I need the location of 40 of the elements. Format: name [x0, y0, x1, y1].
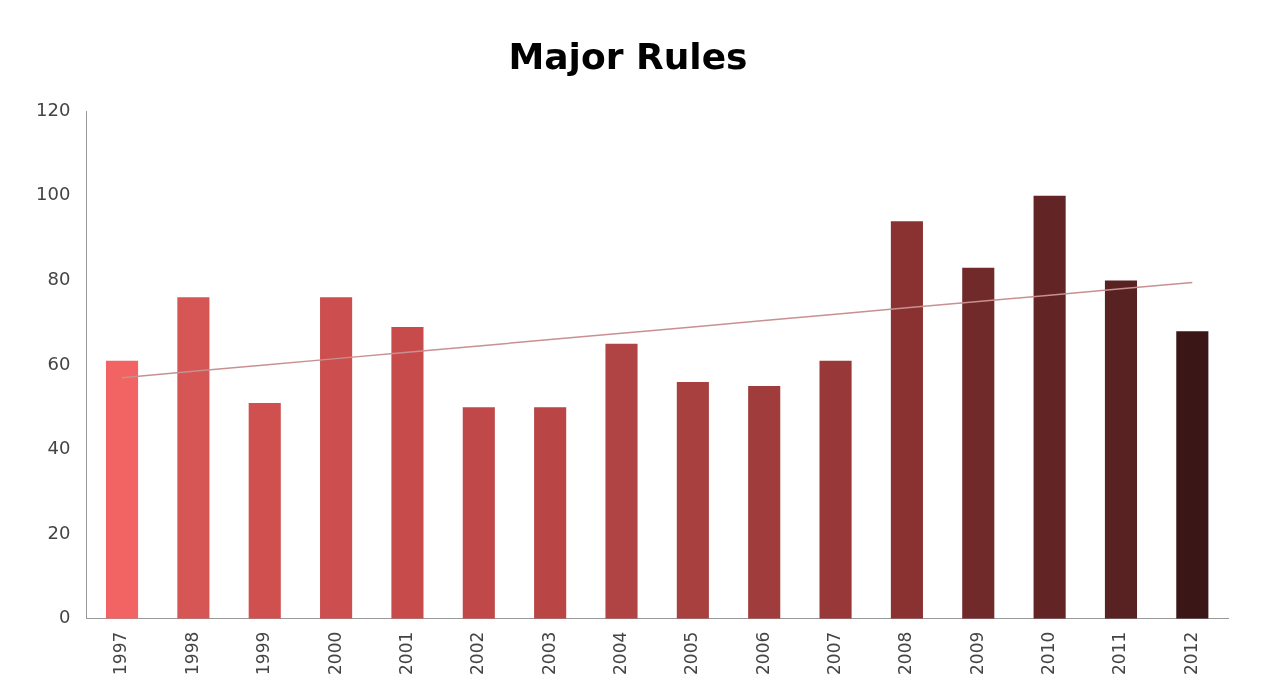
- x-tick-label: 2006: [752, 631, 773, 675]
- bar: [962, 267, 995, 619]
- bar: [1104, 280, 1138, 619]
- bar: [534, 407, 567, 619]
- bar: [248, 403, 281, 619]
- bar: [748, 386, 781, 619]
- x-tick-label: 2005: [681, 631, 702, 675]
- x-tick-label: 2012: [1180, 631, 1201, 675]
- bar: [1176, 331, 1209, 619]
- y-tick-label: 120: [36, 98, 71, 120]
- y-tick-label: 60: [47, 352, 71, 374]
- x-tick-label: 2008: [895, 631, 916, 675]
- bar: [605, 343, 638, 619]
- bar: [105, 360, 139, 619]
- bar: [676, 381, 709, 619]
- y-tick-label: 40: [47, 437, 71, 459]
- bar: [890, 221, 923, 619]
- x-tick-label: 2010: [1038, 631, 1059, 675]
- x-tick-label: 1998: [181, 631, 202, 675]
- x-tick-label: 2002: [467, 631, 488, 675]
- y-tick-label: 100: [36, 183, 71, 205]
- x-tick-label: 1997: [110, 631, 131, 675]
- x-tick-label: 2003: [538, 631, 559, 675]
- x-tick-label: 2011: [1109, 631, 1130, 675]
- x-tick-label: 2007: [823, 631, 844, 675]
- bar: [819, 360, 852, 619]
- bar: [177, 297, 210, 619]
- y-tick-label: 0: [58, 606, 71, 628]
- bar: [391, 326, 424, 619]
- y-tick-label: 80: [47, 268, 71, 290]
- x-tick-label: 2001: [395, 631, 416, 675]
- chart-title: Major Rules: [508, 35, 748, 77]
- bar: [462, 407, 495, 619]
- x-tick-label: 1999: [253, 631, 274, 675]
- y-tick-label: 20: [47, 521, 71, 543]
- x-tick-label: 2009: [966, 631, 987, 675]
- bar: [1033, 195, 1066, 619]
- x-tick-label: 2000: [324, 631, 345, 675]
- x-tick-label: 2004: [609, 631, 630, 675]
- bar: [320, 297, 353, 619]
